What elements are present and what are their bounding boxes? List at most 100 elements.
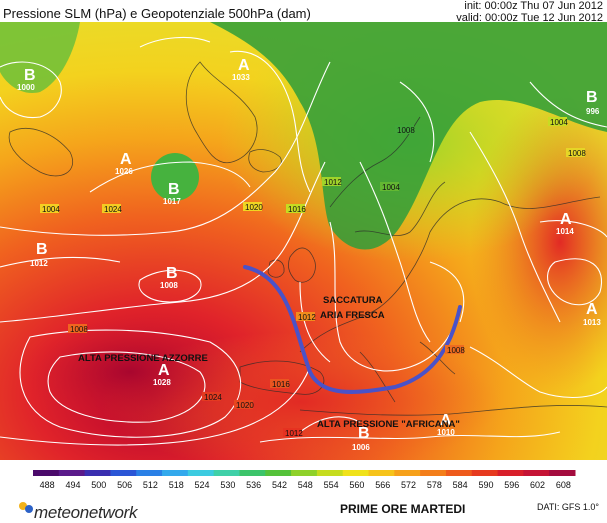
cool-air-label: ARIA FRESCA	[320, 310, 385, 321]
legend-tick-label: 518	[169, 480, 184, 490]
legend-swatch	[368, 470, 395, 476]
legend-tick-label: 500	[91, 480, 106, 490]
svg-text:1010: 1010	[437, 428, 455, 437]
svg-text:A: A	[586, 301, 598, 318]
svg-text:996: 996	[586, 107, 600, 116]
svg-text:1012: 1012	[30, 259, 48, 268]
isobar-label: 1024	[204, 393, 222, 402]
isobar-label: 1004	[42, 205, 60, 214]
isobar-labels: 1004 1008 1012 1016 1020 1024 1008 1004 …	[40, 117, 586, 438]
legend-swatch	[420, 470, 447, 476]
color-scale: 488 494 500 506 512 518 524 530 536 542 548 554 560 5…	[33, 470, 576, 490]
svg-text:A: A	[560, 211, 572, 228]
svg-text:1006: 1006	[352, 443, 370, 452]
svg-text:1026: 1026	[115, 167, 133, 176]
legend-tick-label: 542	[272, 480, 287, 490]
color-scale-legend: 488 494 500 506 512 518 524 530 536 542 548 554 560 5…	[0, 460, 607, 492]
legend-tick-label: 488	[40, 480, 55, 490]
svg-text:A: A	[158, 362, 170, 379]
legend-swatch	[497, 470, 524, 476]
svg-text:1000: 1000	[17, 83, 35, 92]
isobars	[0, 36, 607, 446]
svg-text:B: B	[36, 241, 48, 258]
brand-name: meteonetwork	[34, 503, 138, 522]
legend-swatch	[265, 470, 292, 476]
isobar-label: 1020	[236, 401, 254, 410]
legend-tick-label: 506	[117, 480, 132, 490]
african-high-label: ALTA PRESSIONE "AFRICANA"	[317, 419, 460, 430]
map-title: Pressione SLM (hPa) e Geopotenziale 500h…	[3, 6, 311, 21]
isobar-label: 1016	[288, 205, 306, 214]
legend-swatch	[394, 470, 421, 476]
legend-swatch	[239, 470, 266, 476]
isobar-label: 1012	[324, 178, 342, 187]
legend-tick-label: 560	[349, 480, 364, 490]
valid-time: valid: 00:00z Tue 12 Jun 2012	[456, 12, 603, 24]
legend-tick-label: 596	[504, 480, 519, 490]
svg-text:B: B	[358, 425, 370, 442]
svg-text:1028: 1028	[153, 378, 171, 387]
legend-swatch	[33, 470, 60, 476]
svg-text:1033: 1033	[232, 73, 250, 82]
svg-text:B: B	[24, 67, 36, 84]
pressure-map: 1004 1008 1012 1016 1020 1024 1008 1004 …	[0, 22, 607, 460]
svg-text:B: B	[586, 89, 598, 106]
init-time: init: 00:00z Thu 07 Jun 2012	[464, 0, 603, 12]
svg-text:A: A	[120, 151, 132, 168]
legend-tick-label: 554	[324, 480, 339, 490]
svg-text:B: B	[166, 265, 178, 282]
legend-tick-label: 578	[427, 480, 442, 490]
legend-swatch	[213, 470, 240, 476]
isobar-label: 1008	[397, 126, 415, 135]
legend-tick-label: 548	[298, 480, 313, 490]
legend-swatch	[445, 470, 473, 476]
svg-text:A: A	[238, 57, 250, 74]
svg-text:B: B	[168, 181, 180, 198]
annotations: SACCATURA ARIA FRESCA ALTA PRESSIONE AZZ…	[78, 295, 460, 430]
legend-tick-label: 524	[195, 480, 210, 490]
azores-high-label: ALTA PRESSIONE AZZORRE	[78, 353, 208, 364]
legend-swatch	[316, 470, 344, 476]
map-header: Pressione SLM (hPa) e Geopotenziale 500h…	[0, 0, 607, 24]
scandinavian-trough	[210, 22, 607, 250]
legend-swatch	[58, 470, 86, 476]
legend-swatch	[523, 470, 550, 476]
legend-swatch	[471, 470, 499, 476]
isobar-label: 1004	[382, 183, 400, 192]
isobar-label: 1020	[245, 203, 263, 212]
map-caption: PRIME ORE MARTEDI	[340, 502, 466, 516]
data-source: DATI: GFS 1.0°	[537, 502, 599, 512]
legend-tick-label: 512	[143, 480, 158, 490]
isobar-label: 1016	[272, 380, 290, 389]
legend-swatch	[84, 470, 111, 476]
legend-tick-label: 602	[530, 480, 545, 490]
legend-swatch	[187, 470, 215, 476]
meteonetwork-logo-icon	[19, 502, 33, 513]
azores-warm-core	[20, 317, 240, 427]
legend-tick-label: 494	[65, 480, 80, 490]
svg-text:1008: 1008	[160, 281, 178, 290]
legend-tick-label: 584	[453, 480, 468, 490]
legend-swatch	[291, 470, 318, 476]
legend-swatch	[549, 470, 576, 476]
cut-off-low	[151, 153, 199, 201]
svg-text:A: A	[440, 412, 452, 429]
legend-swatch	[110, 470, 137, 476]
legend-tick-label: 530	[220, 480, 235, 490]
trough-axis-line	[243, 265, 462, 394]
svg-text:1017: 1017	[163, 197, 181, 206]
legend-tick-label: 608	[556, 480, 571, 490]
legend-swatch	[136, 470, 163, 476]
